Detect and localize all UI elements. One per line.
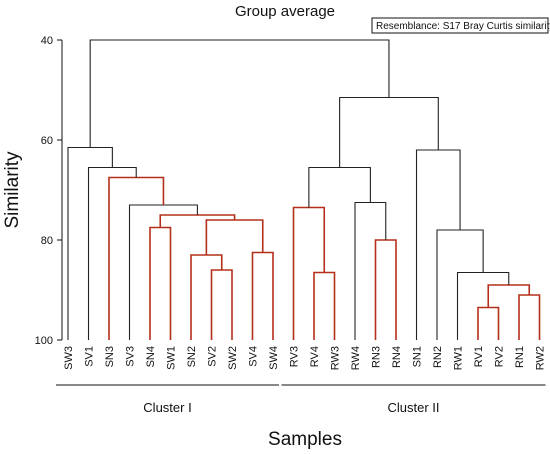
leaf-label: SN3 <box>104 346 116 367</box>
dendrogram-link <box>205 219 264 255</box>
y-tick-label: 100 <box>35 335 53 347</box>
dendrogram-link <box>149 226 172 340</box>
leaf-label: RN1 <box>514 346 526 368</box>
leaf-label: SV4 <box>248 346 260 367</box>
leaf-label: RW3 <box>330 346 342 370</box>
dendrogram-link <box>128 204 198 340</box>
dendrogram-link <box>159 214 236 228</box>
leaf-label: RN4 <box>391 346 403 368</box>
leaf-label: SW3 <box>63 346 75 370</box>
dendrogram-link <box>67 146 113 340</box>
legend-text: Resemblance: S17 Bray Curtis similarity <box>376 21 550 32</box>
leaf-labels: SW3 SV1 SN3 SV3 SN4 SW1 SN2 SV2 SW2 SV4 SW4 RV3 RV4 R… <box>63 346 547 370</box>
dendrogram-link <box>190 254 223 340</box>
y-axis: 40 60 80 100 <box>35 35 63 347</box>
leaf-label: SW1 <box>166 346 178 370</box>
dendrogram-link <box>436 229 484 340</box>
leaf-label: SN4 <box>145 346 157 367</box>
leaf-label: RN2 <box>432 346 444 368</box>
y-tick-label: 80 <box>41 235 53 247</box>
dendrogram-link <box>374 239 397 340</box>
leaf-label: SW4 <box>268 346 280 370</box>
dendrogram-link <box>487 284 531 308</box>
leaf-label: RW4 <box>350 346 362 370</box>
dendrogram-link <box>308 166 371 208</box>
leaf-label: RV3 <box>289 346 301 367</box>
y-tick-label: 40 <box>41 35 53 47</box>
leaf-label: SW2 <box>227 346 239 370</box>
leaf-label: RW1 <box>453 346 465 370</box>
legend-box: Resemblance: S17 Bray Curtis similarity <box>371 17 550 34</box>
dendrogram-link <box>89 39 390 148</box>
x-axis-label: Samples <box>268 429 342 450</box>
cluster-brackets: Cluster I Cluster II <box>56 384 546 415</box>
leaf-label: SN1 <box>412 346 424 367</box>
y-tick-label: 60 <box>41 135 53 147</box>
dendrogram-link <box>518 294 541 340</box>
dendrogram-link <box>313 271 336 340</box>
dendrogram-link <box>415 149 461 340</box>
leaf-label: RW2 <box>535 346 547 370</box>
dendrogram-link <box>354 201 387 340</box>
leaf-label: SN2 <box>186 346 198 367</box>
leaf-label: SV1 <box>84 346 96 367</box>
leaf-label: RV4 <box>309 346 321 367</box>
dendrogram-link <box>456 271 510 340</box>
chart-title: Group average <box>235 3 335 20</box>
leaf-label: SV2 <box>207 346 219 367</box>
cluster-label: Cluster II <box>387 400 439 415</box>
leaf-label: RV1 <box>473 346 485 367</box>
leaf-label: RN3 <box>371 346 383 368</box>
dendrogram-link <box>292 206 326 340</box>
cluster-label: Cluster I <box>143 400 191 415</box>
y-axis-label: Similarity <box>2 151 23 229</box>
dendrogram-link <box>339 96 439 168</box>
dendrogram-branches <box>67 39 541 340</box>
dendrogram-link <box>210 269 233 340</box>
leaf-label: RV2 <box>494 346 506 367</box>
dendrogram-link <box>108 176 165 340</box>
dendrogram-link <box>477 306 500 340</box>
dendrogram-link <box>251 251 274 340</box>
leaf-label: SV3 <box>125 346 137 367</box>
